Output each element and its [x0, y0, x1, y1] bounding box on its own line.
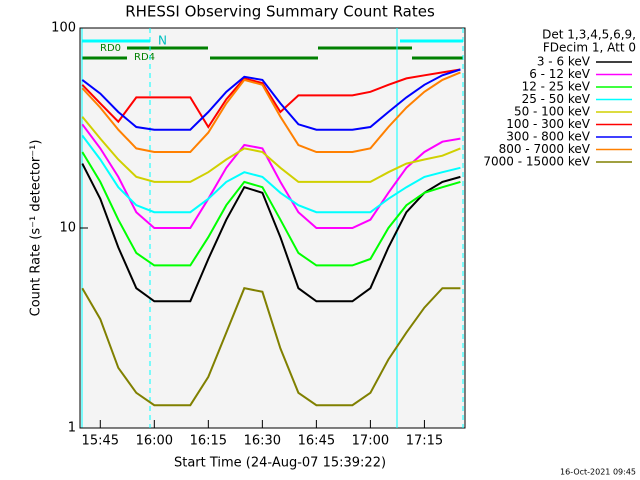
y-tick-label: 1	[68, 421, 76, 436]
x-tick-label: 16:15	[190, 434, 227, 449]
x-tick-label: 16:45	[298, 434, 335, 449]
chart-title: RHESSI Observing Summary Count Rates	[125, 3, 435, 21]
legend-label: 300 - 800 keV	[506, 130, 590, 144]
footer: 16-Oct-2021 09:45	[560, 468, 636, 477]
x-axis-label: Start Time (24-Aug-07 15:39:22)	[174, 456, 386, 471]
series-line	[81, 68, 461, 129]
x-tick-label: 15:45	[82, 434, 119, 449]
annotation-label: RD4	[134, 52, 155, 63]
series-line	[81, 134, 461, 214]
legend-label: 100 - 300 keV	[506, 117, 590, 131]
plot-frame	[79, 27, 466, 429]
legend-label: 800 - 7000 keV	[499, 142, 591, 156]
annotation-label: RD0	[100, 43, 121, 54]
legend-header: FDecim 1, Att 0	[543, 41, 636, 55]
x-tick-label: 16:30	[244, 434, 281, 449]
series-line	[81, 287, 461, 407]
annotation-label: N	[158, 34, 167, 48]
legend-label: 3 - 6 keV	[537, 55, 591, 69]
x-tick-label: 17:00	[352, 434, 389, 449]
x-tick-label: 17:15	[406, 434, 443, 449]
series-line	[81, 68, 461, 131]
legend-header: Det 1,3,4,5,6,9,	[542, 28, 636, 42]
legend-label: 7000 - 15000 keV	[483, 155, 590, 169]
legend-label: 50 - 100 keV	[514, 105, 591, 119]
y-tick-label: 100	[51, 21, 76, 36]
series-line	[81, 71, 461, 153]
legend-label: 25 - 50 keV	[522, 92, 591, 106]
y-axis-label: Count Rate (s⁻¹ detector⁻¹)	[29, 140, 44, 317]
series-line	[81, 163, 461, 303]
legend-label: 12 - 25 keV	[522, 80, 591, 94]
series-line	[81, 123, 461, 229]
x-tick-label: 16:00	[136, 434, 173, 449]
series-line	[81, 116, 461, 183]
series-line	[81, 151, 461, 267]
y-tick-label: 10	[59, 221, 76, 236]
legend-label: 6 - 12 keV	[529, 67, 591, 81]
